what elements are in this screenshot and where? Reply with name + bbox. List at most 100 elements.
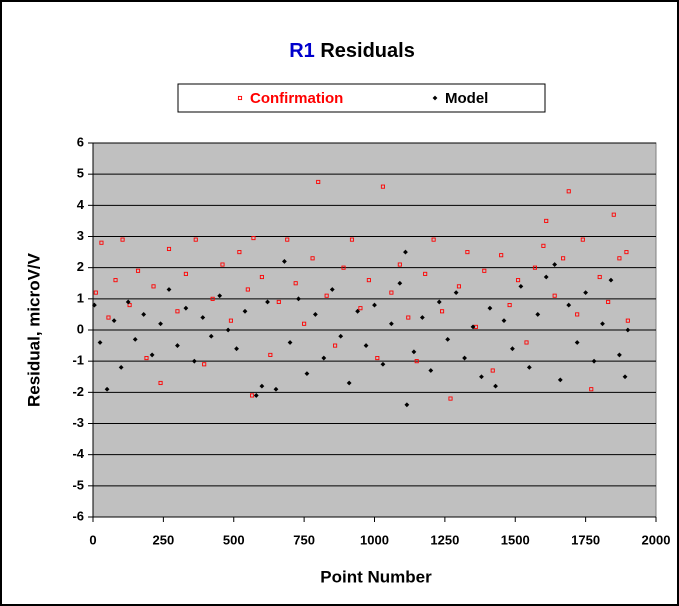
point (600, 321, 605, 327)
point (92, 302, 97, 308)
point (249, 393, 255, 398)
point (358, 306, 363, 311)
point (389, 290, 394, 295)
point (423, 271, 428, 276)
point (329, 287, 335, 292)
point (166, 246, 172, 252)
point (566, 302, 572, 308)
point (436, 299, 442, 305)
point (380, 361, 386, 367)
point (141, 312, 147, 317)
point (397, 280, 403, 286)
point (118, 365, 124, 370)
point (120, 237, 125, 242)
point (268, 352, 273, 357)
point (375, 356, 380, 361)
point (366, 278, 371, 283)
point (532, 265, 538, 270)
x-tick-label: 500 (223, 532, 245, 547)
point (285, 237, 290, 242)
y-tick-label: -4 (72, 446, 84, 461)
point (106, 315, 111, 320)
legend-label: Model (445, 90, 488, 107)
point (302, 321, 307, 326)
legend-label: Confirmation (250, 90, 343, 107)
point (518, 283, 524, 289)
point (487, 305, 493, 311)
y-tick-label: 5 (77, 166, 84, 181)
point (380, 184, 385, 189)
point (499, 253, 504, 258)
point (166, 287, 172, 292)
point (419, 315, 425, 320)
point (210, 296, 215, 301)
point (251, 236, 256, 241)
legend-marker (237, 95, 243, 101)
point (493, 383, 498, 389)
chart-title: R1 Residuals (289, 40, 415, 62)
point (135, 268, 141, 273)
point (541, 243, 546, 248)
point (346, 380, 352, 386)
point (349, 237, 355, 242)
point (507, 303, 512, 308)
point (388, 321, 394, 327)
point (606, 299, 611, 305)
point (355, 308, 361, 314)
point (259, 274, 264, 280)
y-tick-label: 3 (77, 228, 84, 243)
point (245, 287, 250, 292)
legend (177, 83, 546, 113)
point (453, 290, 459, 295)
point (175, 343, 180, 348)
point (561, 256, 566, 261)
point (228, 318, 233, 323)
point (404, 402, 410, 408)
point (151, 284, 156, 289)
point (608, 277, 614, 283)
point (501, 318, 507, 324)
point (580, 237, 585, 242)
y-tick-label: 2 (77, 259, 84, 274)
point (557, 377, 563, 383)
point (589, 387, 594, 392)
x-tick-label: 1000 (360, 532, 389, 547)
point (516, 278, 521, 283)
point (372, 302, 377, 308)
point (624, 250, 629, 255)
point (304, 371, 310, 377)
point (406, 315, 411, 320)
point (583, 290, 589, 295)
point (465, 250, 470, 255)
point (524, 340, 529, 345)
point (321, 355, 327, 361)
point (144, 356, 149, 361)
point (220, 262, 225, 267)
point (544, 218, 549, 223)
point (253, 393, 259, 398)
point (149, 352, 155, 358)
point (99, 240, 104, 245)
point (287, 340, 293, 345)
x-axis-label: Point Number (320, 567, 432, 586)
point (591, 358, 597, 364)
point (341, 265, 346, 270)
y-tick-label: -5 (72, 477, 84, 492)
point (324, 293, 329, 298)
legend-marker (432, 95, 438, 101)
point (625, 318, 630, 323)
x-tick-label: 0 (89, 532, 96, 547)
point (316, 179, 321, 185)
point (575, 312, 580, 317)
point (282, 259, 287, 264)
x-tick-label: 1500 (501, 532, 530, 547)
point (428, 368, 434, 373)
y-tick-label: 1 (77, 290, 84, 305)
point (625, 327, 631, 333)
point (132, 336, 138, 342)
point (97, 340, 103, 345)
point (470, 324, 476, 330)
point (566, 189, 571, 194)
point (611, 212, 616, 217)
